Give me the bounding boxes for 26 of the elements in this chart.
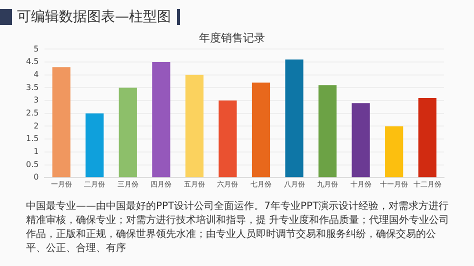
bar: [418, 98, 436, 178]
chart-subtitle: 年度销售记录: [199, 31, 265, 44]
chart-title: 可编辑数据图表—柱型图: [17, 8, 171, 26]
y-tick-label: 3.5: [26, 82, 39, 92]
bar: [118, 88, 137, 178]
bar: [185, 74, 204, 178]
bar: [285, 59, 304, 178]
bar: [385, 126, 404, 178]
bar: [152, 62, 170, 178]
bar: [52, 67, 70, 178]
y-tick-label: 0.5: [26, 160, 39, 169]
y-tick-label: 1.5: [26, 134, 39, 144]
y-tick-label: 1: [34, 147, 39, 156]
y-tick-label: 4: [34, 70, 39, 79]
bar: [352, 103, 370, 178]
text: 中国最专业——由中国最好的PPT设计公司全面运作。7年专业PPT演示设计经验，对需求方进行精准审核，确保专业；对需方进行技术培训和指导，提 升专业度和作品质量；代理国外专业公司作品，正版和正规，确保世界领先水准；由专业人员即时调节交易和服务纠纷，确保交易的公平、公正、合理、有序: [26, 200, 450, 256]
bar: [252, 82, 270, 178]
bar: [86, 113, 104, 178]
y-tick-label: 3: [34, 96, 39, 105]
y-tick-label: 2: [34, 121, 39, 130]
y-tick-label: 2.5: [26, 108, 39, 118]
bar: [218, 100, 237, 178]
y-tick-label: 4.5: [26, 57, 39, 66]
bar: [318, 85, 337, 178]
y-tick-label: 0: [34, 172, 39, 182]
y-tick-label: 5: [34, 44, 39, 54]
